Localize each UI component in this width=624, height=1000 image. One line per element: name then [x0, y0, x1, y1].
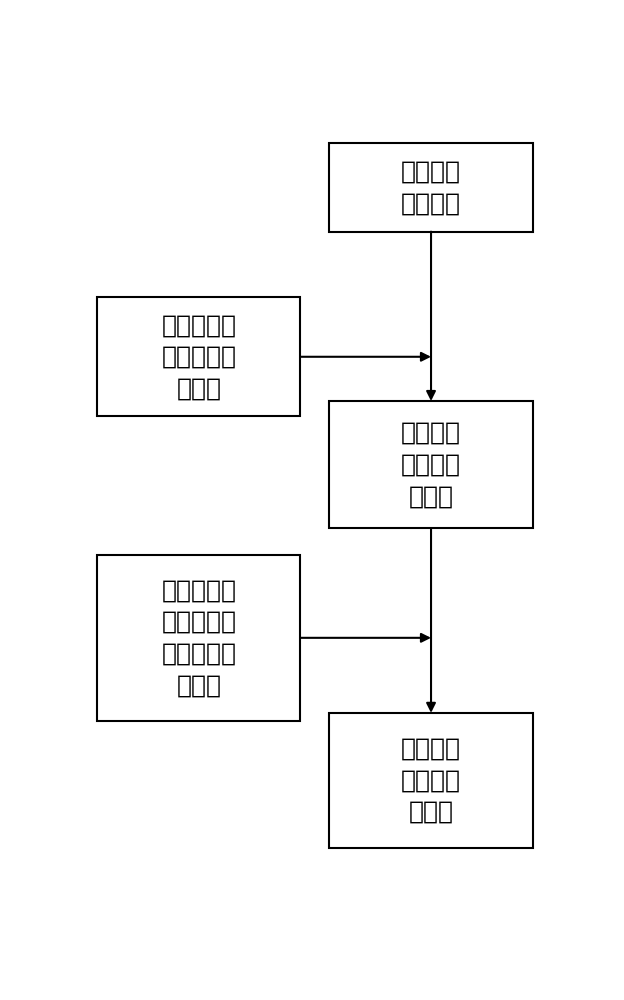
- Text: 打开完整电
缆束组件三
维模型: 打开完整电 缆束组件三 维模型: [162, 313, 236, 400]
- Text: 打开卫星舱
板、舱段、
整星组件三
维模型: 打开卫星舱 板、舱段、 整星组件三 维模型: [162, 578, 236, 697]
- FancyBboxPatch shape: [97, 555, 301, 721]
- Text: 电缆束加
工信息三
维标注: 电缆束加 工信息三 维标注: [401, 421, 461, 508]
- FancyBboxPatch shape: [97, 297, 301, 416]
- FancyBboxPatch shape: [329, 713, 533, 848]
- FancyBboxPatch shape: [329, 143, 533, 232]
- Text: 电缆束装
配信息三
维标注: 电缆束装 配信息三 维标注: [401, 737, 461, 824]
- Text: 三维标注
环境设计: 三维标注 环境设计: [401, 160, 461, 215]
- FancyBboxPatch shape: [329, 401, 533, 528]
